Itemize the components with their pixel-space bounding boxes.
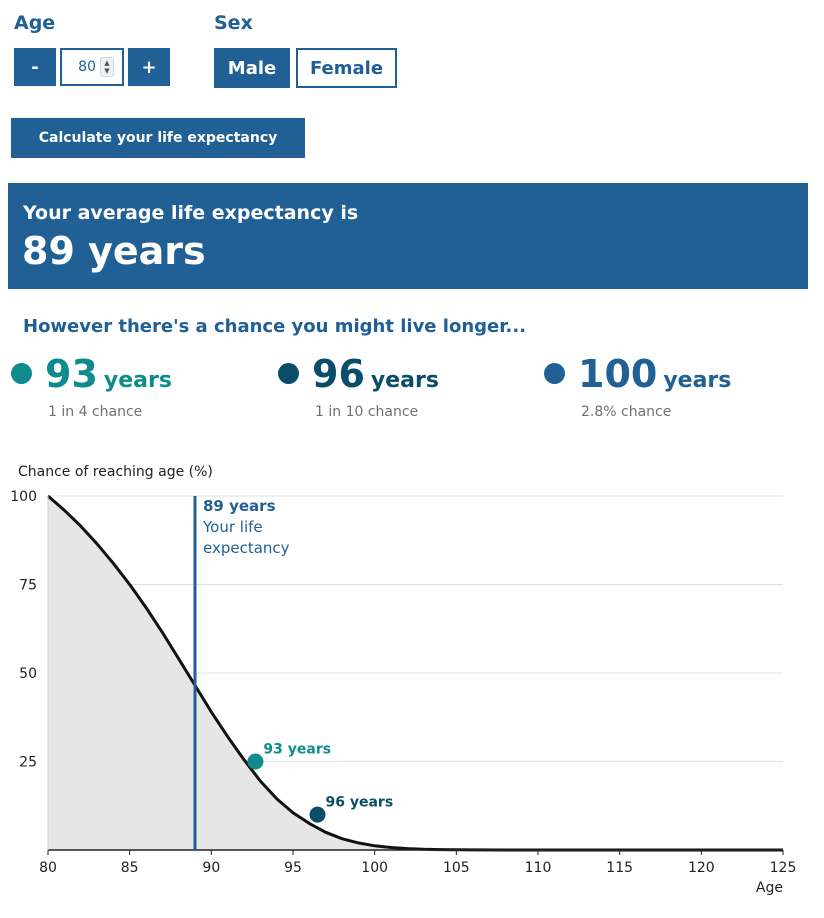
x-tick-label: 80 bbox=[39, 860, 57, 876]
x-tick-label: 105 bbox=[443, 860, 470, 876]
y-tick-label: 75 bbox=[19, 578, 37, 594]
age-value: 80 bbox=[78, 59, 96, 75]
x-tick-label: 90 bbox=[202, 860, 220, 876]
life-expectancy-value: 89 years bbox=[203, 497, 276, 515]
increase-age-button[interactable]: + bbox=[128, 48, 170, 86]
x-tick-label: 95 bbox=[284, 860, 302, 876]
x-tick-label: 120 bbox=[688, 860, 715, 876]
x-tick-label: 125 bbox=[770, 860, 797, 876]
calculate-button[interactable]: Calculate your life expectancy bbox=[11, 118, 305, 158]
stat-chance: 1 in 4 chance bbox=[48, 404, 143, 420]
x-tick-label: 85 bbox=[121, 860, 139, 876]
result-intro: Your average life expectancy is bbox=[23, 202, 359, 224]
x-tick-label: 110 bbox=[525, 860, 552, 876]
life-expectancy-text: expectancy bbox=[203, 539, 290, 557]
stat-value: 93 years bbox=[45, 352, 172, 396]
survival-area bbox=[48, 496, 783, 850]
stat-value: 96 years bbox=[312, 352, 439, 396]
sex-male-button[interactable]: Male bbox=[214, 48, 290, 88]
stat-value: 100 years bbox=[578, 352, 732, 396]
however-heading: However there's a chance you might live … bbox=[23, 316, 527, 337]
chance-marker bbox=[309, 806, 326, 823]
sex-female-button[interactable]: Female bbox=[296, 48, 397, 88]
spinner-icon[interactable]: ▲ ▼ bbox=[100, 57, 114, 77]
age-label: Age bbox=[14, 12, 56, 34]
x-axis-label: Age bbox=[756, 880, 783, 896]
result-years: 89 years bbox=[22, 229, 206, 273]
stat-chance: 1 in 10 chance bbox=[315, 404, 419, 420]
x-tick-label: 115 bbox=[606, 860, 633, 876]
sex-label: Sex bbox=[214, 12, 253, 34]
chance-marker-label: 96 years bbox=[326, 795, 394, 811]
blue-dot-icon bbox=[544, 363, 565, 384]
y-tick-label: 50 bbox=[19, 666, 37, 682]
life-expectancy-chart: Chance of reaching age (%) 25 50 75 100 80 85 9… bbox=[10, 464, 797, 896]
dark-teal-dot-icon bbox=[278, 363, 299, 384]
result-panel: Your average life expectancy is 89 years bbox=[8, 183, 808, 289]
age-input[interactable]: 80 ▲ ▼ bbox=[60, 48, 124, 86]
chance-marker-label: 93 years bbox=[263, 742, 331, 758]
life-expectancy-text: Your life bbox=[202, 518, 263, 536]
chance-marker bbox=[247, 753, 264, 770]
teal-dot-icon bbox=[11, 363, 32, 384]
decrease-age-button[interactable]: - bbox=[14, 48, 56, 86]
y-tick-label: 25 bbox=[19, 755, 37, 771]
y-axis-label: Chance of reaching age (%) bbox=[18, 464, 213, 480]
stat-chance: 2.8% chance bbox=[581, 404, 672, 420]
x-tick-label: 100 bbox=[361, 860, 388, 876]
y-tick-label: 100 bbox=[10, 489, 37, 505]
